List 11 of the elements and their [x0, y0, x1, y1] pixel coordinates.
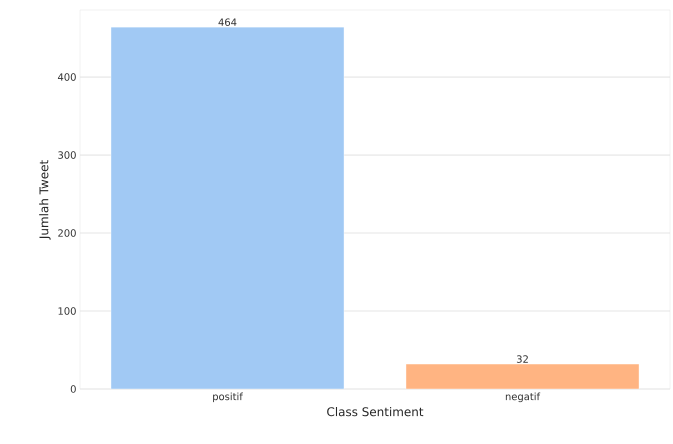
data-label: 464	[218, 18, 236, 26]
data-label: 32	[516, 355, 528, 363]
y-tick-label: 400	[58, 73, 76, 81]
x-tick-label: negatif	[506, 392, 540, 402]
y-tick-label: 100	[58, 307, 76, 315]
y-tick-label: 300	[58, 151, 76, 159]
x-axis-title: Class Sentiment	[327, 407, 424, 416]
y-axis-title: Jumlah Tweet	[39, 160, 51, 240]
x-tick-label: positif	[213, 392, 243, 402]
y-tick-label: 0	[70, 385, 76, 393]
y-tick-label: 200	[58, 229, 76, 237]
